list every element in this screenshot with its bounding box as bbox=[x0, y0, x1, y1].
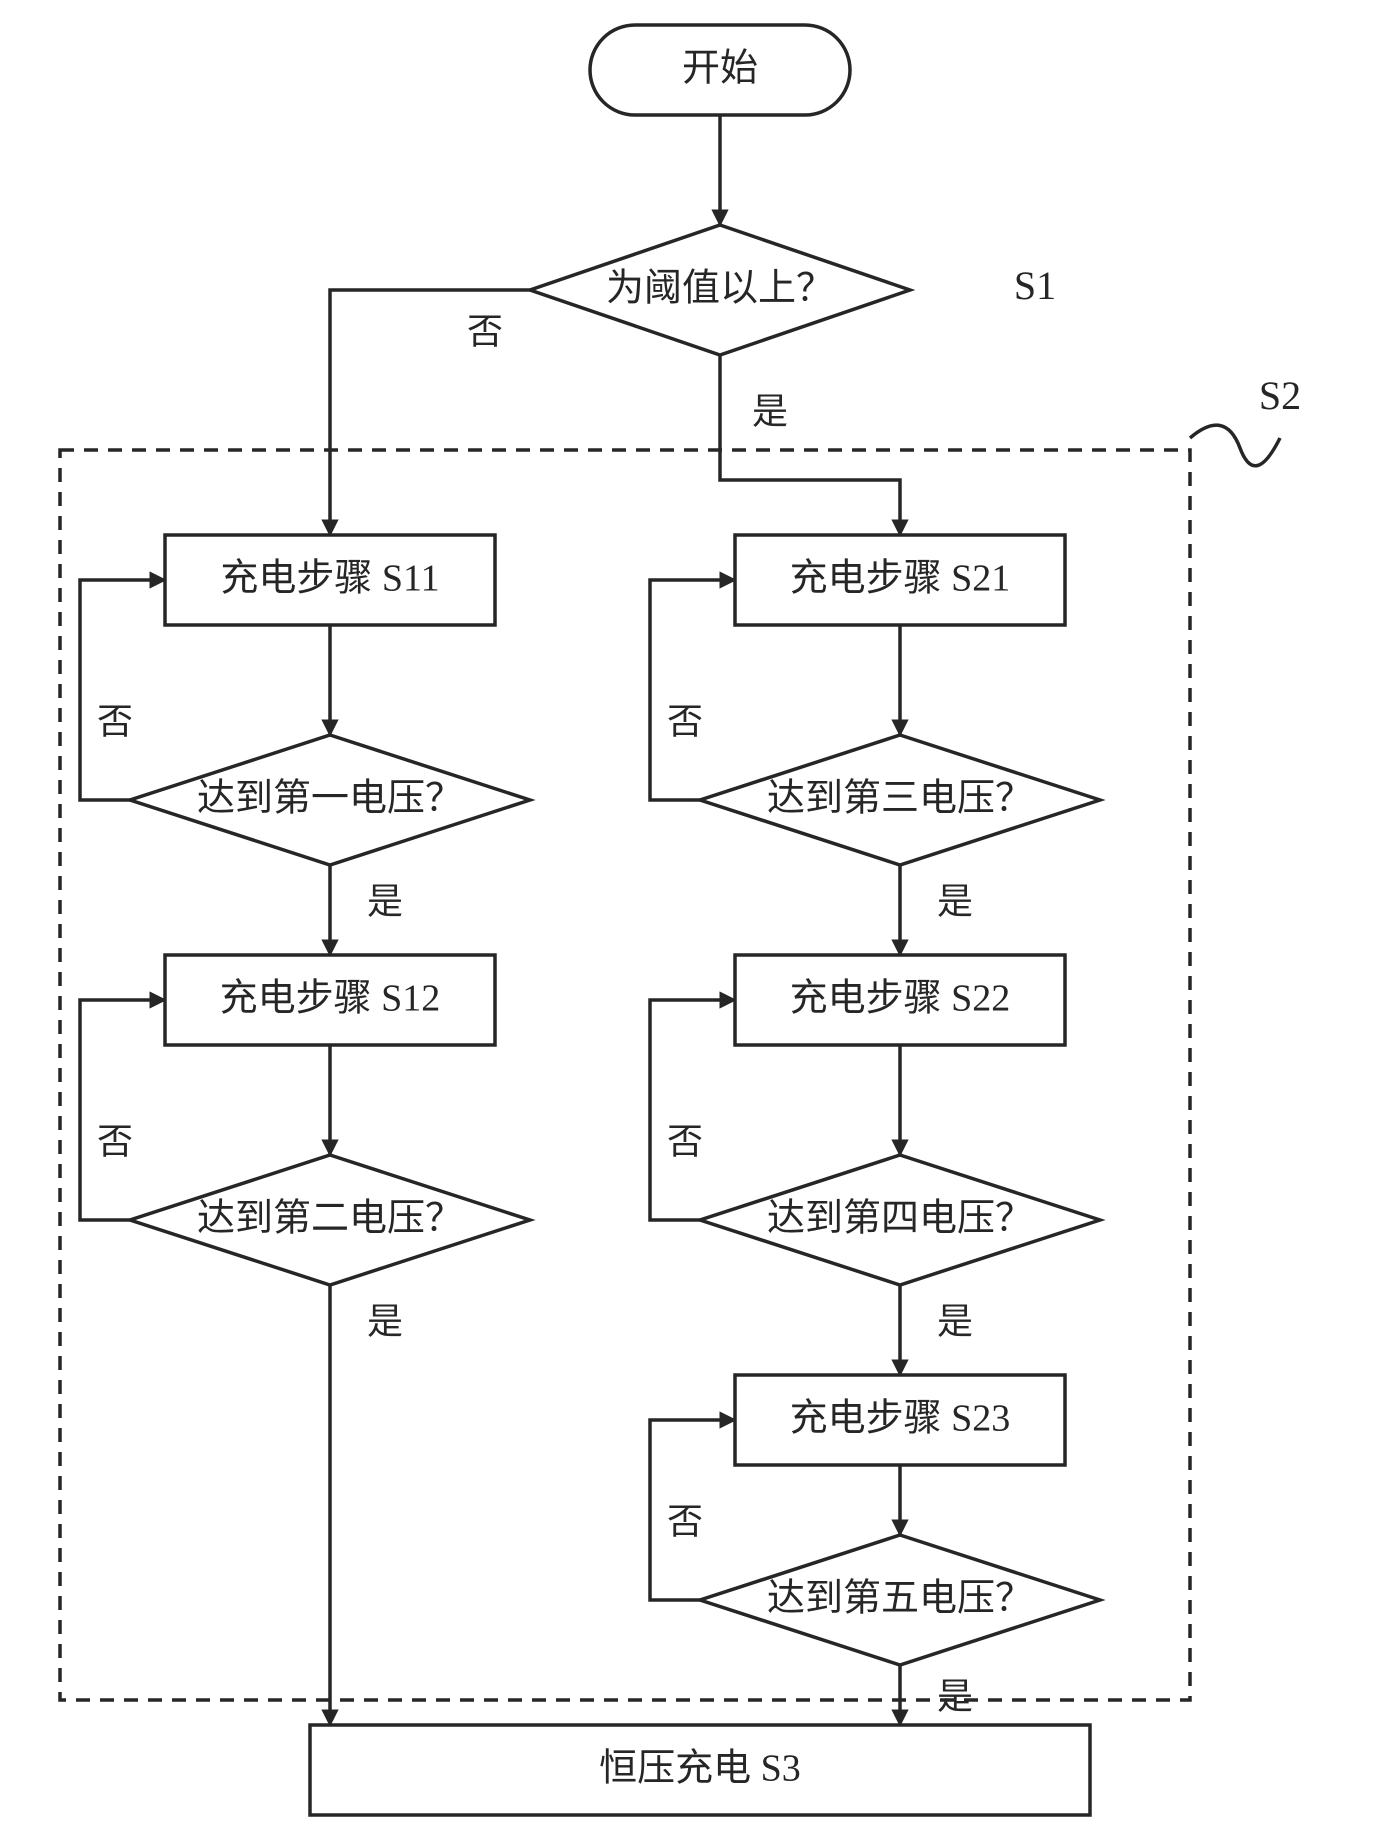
edge-label: 否 bbox=[97, 1121, 133, 1161]
edge-label: 是 bbox=[937, 1676, 973, 1716]
node-label-d1: 达到第一电压？ bbox=[197, 778, 463, 820]
node-label-s21: 充电步骤 S21 bbox=[790, 558, 1011, 600]
node-label-s3: 恒压充电 S3 bbox=[599, 1748, 801, 1790]
node-label-s23: 充电步骤 S23 bbox=[790, 1398, 1011, 1440]
node-label-s22: 充电步骤 S22 bbox=[790, 978, 1011, 1020]
edge-label: 否 bbox=[667, 1121, 703, 1161]
flowchart-svg: 是否是否是否是否是否是否开始为阈值以上？充电步骤 S11达到第一电压？充电步骤 … bbox=[0, 0, 1396, 1822]
edges-group: 是否是否是否是否是否是否 bbox=[80, 115, 973, 1725]
edge-label: 否 bbox=[667, 701, 703, 741]
node-label-s12: 充电步骤 S12 bbox=[220, 978, 441, 1020]
dashed-container bbox=[60, 450, 1190, 1700]
edge-label: 是 bbox=[367, 1301, 403, 1341]
edge bbox=[80, 1000, 165, 1220]
node-label-d2: 达到第二电压？ bbox=[197, 1198, 463, 1240]
edge-label: 否 bbox=[97, 701, 133, 741]
edge bbox=[650, 1000, 735, 1220]
node-label-d5: 达到第五电压？ bbox=[767, 1578, 1033, 1620]
edge-label: 是 bbox=[752, 391, 788, 431]
edge-label: 是 bbox=[937, 1301, 973, 1341]
annotation-S2: S2 bbox=[1259, 373, 1301, 418]
edge-label: 否 bbox=[667, 1501, 703, 1541]
node-label-start: 开始 bbox=[682, 48, 758, 90]
edge-label: 是 bbox=[367, 881, 403, 921]
edge bbox=[650, 580, 735, 800]
node-label-s1: 为阈值以上？ bbox=[606, 268, 834, 310]
annotation-S1: S1 bbox=[1014, 263, 1056, 308]
node-label-d3: 达到第三电压？ bbox=[767, 778, 1033, 820]
edge bbox=[80, 580, 165, 800]
node-label-s11: 充电步骤 S11 bbox=[220, 558, 439, 600]
node-label-d4: 达到第四电压？ bbox=[767, 1198, 1033, 1240]
edge bbox=[720, 355, 900, 535]
edge-label: 否 bbox=[467, 311, 503, 351]
s2-pointer bbox=[1190, 425, 1280, 466]
edge-label: 是 bbox=[937, 881, 973, 921]
